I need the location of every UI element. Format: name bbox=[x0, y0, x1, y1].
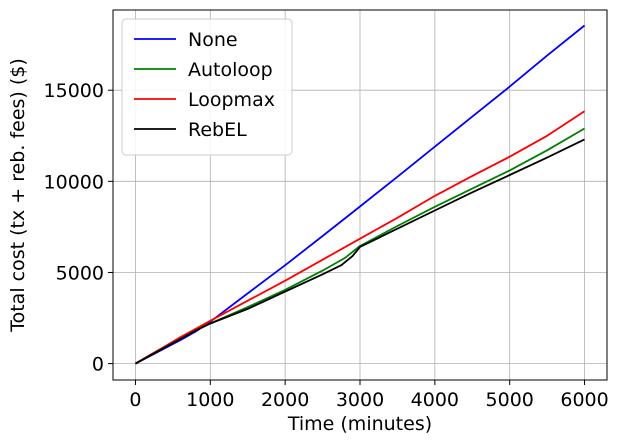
y-tick-label: 15000 bbox=[44, 80, 104, 102]
legend-label: None bbox=[188, 29, 238, 51]
legend-label: Autoloop bbox=[188, 59, 273, 81]
legend: None Autoloop Loopmax RebEL bbox=[121, 18, 293, 156]
x-tick-label: 2000 bbox=[261, 389, 309, 411]
series-lines bbox=[135, 24, 586, 365]
x-tick-label: 6000 bbox=[560, 389, 608, 411]
x-axis-label: Time (minutes) bbox=[287, 413, 432, 435]
x-tick-label: 0 bbox=[129, 389, 141, 411]
axis-ticks: 0 1000 2000 3000 4000 5000 6000 0 5000 10000 15000 bbox=[44, 80, 609, 411]
x-tick-label: 5000 bbox=[486, 389, 534, 411]
y-tick-label: 10000 bbox=[44, 171, 104, 193]
y-tick-label: 5000 bbox=[56, 262, 104, 284]
y-axis-label: Total cost (tx + reb. fees) ($) bbox=[7, 58, 29, 333]
y-tick-label: 0 bbox=[92, 354, 104, 376]
legend-label: RebEL bbox=[188, 119, 247, 141]
x-tick-label: 4000 bbox=[411, 389, 459, 411]
series-line-rebel bbox=[135, 138, 585, 365]
legend-label: Loopmax bbox=[188, 89, 275, 111]
legend-box bbox=[121, 18, 293, 156]
x-tick-label: 1000 bbox=[186, 389, 234, 411]
x-tick-label: 3000 bbox=[336, 389, 384, 411]
series-line-loopmax bbox=[135, 110, 585, 365]
